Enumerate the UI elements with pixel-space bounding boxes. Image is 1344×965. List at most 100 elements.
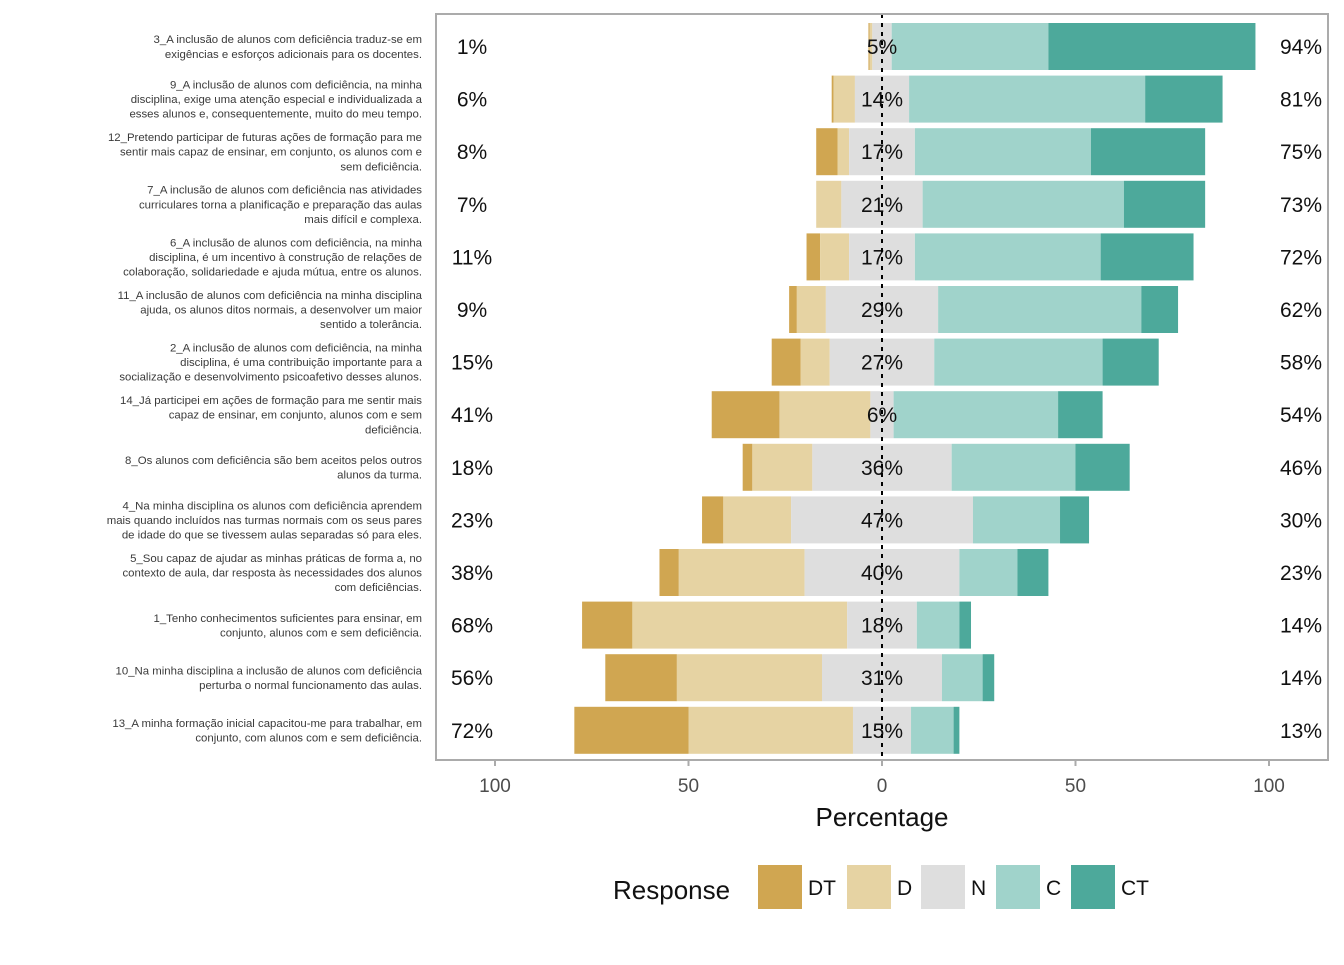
item-label: 7_A inclusão de alunos com deficiência n…: [139, 185, 422, 226]
right-percent-label: 73%: [1280, 194, 1322, 217]
item-label: 11_A inclusão de alunos com deficiência …: [118, 290, 423, 331]
item-label-line: deficiência.: [365, 424, 422, 436]
legend-swatch-d: [847, 865, 891, 909]
bar-d: [678, 549, 805, 596]
item-label-line: 5_Sou capaz de ajudar as minhas práticas…: [130, 553, 422, 565]
x-tick-label: 50: [678, 776, 699, 797]
left-percent-label: 8%: [457, 141, 487, 164]
bar-dt: [574, 706, 689, 754]
bar-c: [922, 180, 1124, 228]
item-label-line: exigências e esforços adicionais para os…: [165, 49, 422, 61]
bar-ct: [982, 654, 995, 702]
x-tick-label: 0: [877, 776, 888, 797]
left-percent-label: 6%: [457, 89, 487, 112]
item-label: 10_Na minha disciplina a inclusão de alu…: [116, 665, 423, 692]
legend-label-c: C: [1046, 877, 1061, 900]
x-axis-title: Percentage: [816, 802, 949, 832]
bar-d: [816, 180, 842, 228]
item-label: 13_A minha formação inicial capacitou-me…: [112, 718, 422, 745]
bar-ct: [1123, 180, 1206, 228]
legend-layer: Response DT D N C CT: [613, 865, 1149, 909]
bars-layer: [574, 23, 1256, 754]
bar-d: [869, 23, 873, 70]
legend-swatch-ct: [1071, 865, 1115, 909]
center-percent-label: 14%: [861, 89, 903, 112]
bar-ct: [1075, 443, 1130, 491]
bar-d: [820, 233, 850, 281]
item-label: 14_Já participei em ações de formação pa…: [120, 395, 422, 436]
item-label-line: 12_Pretendo participar de futuras ações …: [108, 132, 422, 144]
left-percent-label: 11%: [452, 246, 492, 269]
bar-dt: [868, 23, 870, 70]
bar-d: [837, 128, 850, 176]
left-percent-label: 56%: [451, 667, 493, 690]
item-label-line: disciplina, é um incentivo à construção …: [149, 252, 422, 264]
right-percent-label: 30%: [1280, 509, 1322, 532]
bar-c: [909, 75, 1146, 123]
item-label-line: 2_A inclusão de alunos com deficiência, …: [170, 343, 423, 355]
bar-c: [951, 443, 1076, 491]
left-percent-label: 23%: [451, 509, 493, 532]
bar-d: [723, 496, 792, 544]
item-label: 6_A inclusão de alunos com deficiência, …: [123, 237, 423, 278]
center-percent-label: 6%: [867, 404, 897, 427]
item-label: 3_A inclusão de alunos com deficiência t…: [154, 34, 422, 61]
bar-c: [941, 654, 983, 702]
item-label: 5_Sou capaz de ajudar as minhas práticas…: [122, 553, 422, 594]
item-label-line: 9_A inclusão de alunos com deficiência, …: [170, 80, 423, 92]
item-label-line: sem deficiência.: [340, 161, 422, 173]
left-percent-label: 18%: [451, 457, 493, 480]
item-label-line: alunos da turma.: [337, 470, 422, 482]
legend-label-n: N: [971, 877, 986, 900]
item-label-line: colaboração, solidariedade e ajuda mútua…: [123, 267, 422, 279]
bar-dt: [605, 654, 677, 702]
bar-ct: [1145, 75, 1223, 123]
bar-dt: [789, 286, 797, 333]
item-label: 1_Tenho conhecimentos suficientes para e…: [154, 613, 422, 640]
right-percent-label: 72%: [1280, 246, 1322, 269]
left-percent-label: 9%: [457, 299, 487, 322]
item-label-line: contexto de aula, dar resposta às necess…: [122, 568, 422, 580]
legend-swatch-dt: [758, 865, 802, 909]
item-label-line: socialização e desenvolvimento psicoafet…: [119, 372, 422, 384]
right-percent-label: 81%: [1280, 89, 1322, 112]
bar-n: [870, 391, 894, 439]
item-label-line: 4_Na minha disciplina os alunos com defi…: [123, 500, 423, 512]
left-percent-label: 68%: [451, 615, 493, 638]
item-label-line: 1_Tenho conhecimentos suficientes para e…: [154, 613, 422, 625]
bar-c: [959, 549, 1018, 596]
left-percent-label: 7%: [457, 194, 487, 217]
right-percent-label: 62%: [1280, 299, 1322, 322]
item-label-line: perturba o normal funcionamento das aula…: [199, 680, 422, 692]
left-percent-label: 41%: [451, 404, 493, 427]
right-percent-label: 94%: [1280, 36, 1322, 59]
bar-d: [800, 338, 830, 386]
item-label-line: de idade do que se tivessem aulas separa…: [122, 530, 422, 542]
item-label-line: sentir mais capaz de ensinar, em conjunt…: [120, 147, 422, 159]
bar-dt: [582, 601, 633, 649]
center-percent-label: 15%: [861, 720, 903, 743]
bar-dt: [831, 75, 834, 123]
item-label-line: disciplina, é uma contribuição important…: [180, 357, 423, 369]
axis-layer: 100 50 0 50 100 Percentage: [435, 13, 1329, 832]
item-label-line: mais difícil e complexa.: [304, 214, 422, 226]
legend-label-ct: CT: [1121, 877, 1149, 900]
item-label-line: 11_A inclusão de alunos com deficiência …: [118, 290, 423, 302]
item-label-line: sentido a tolerância.: [320, 319, 422, 331]
bar-ct: [1141, 286, 1179, 333]
bar-dt: [806, 233, 821, 281]
bar-d: [796, 286, 826, 333]
center-percent-label: 27%: [861, 352, 903, 375]
legend-label-dt: DT: [808, 877, 836, 900]
bar-d: [632, 601, 848, 649]
bar-ct: [1017, 549, 1049, 596]
item-label-line: 8_Os alunos com deficiência são bem acei…: [125, 455, 422, 467]
bar-c: [891, 23, 1049, 70]
item-label-line: 7_A inclusão de alunos com deficiência n…: [147, 185, 422, 197]
legend-label-d: D: [897, 877, 912, 900]
bar-d: [688, 706, 853, 754]
bar-d: [779, 391, 871, 439]
item-label-line: 3_A inclusão de alunos com deficiência t…: [154, 34, 422, 46]
bar-ct: [1090, 128, 1206, 176]
